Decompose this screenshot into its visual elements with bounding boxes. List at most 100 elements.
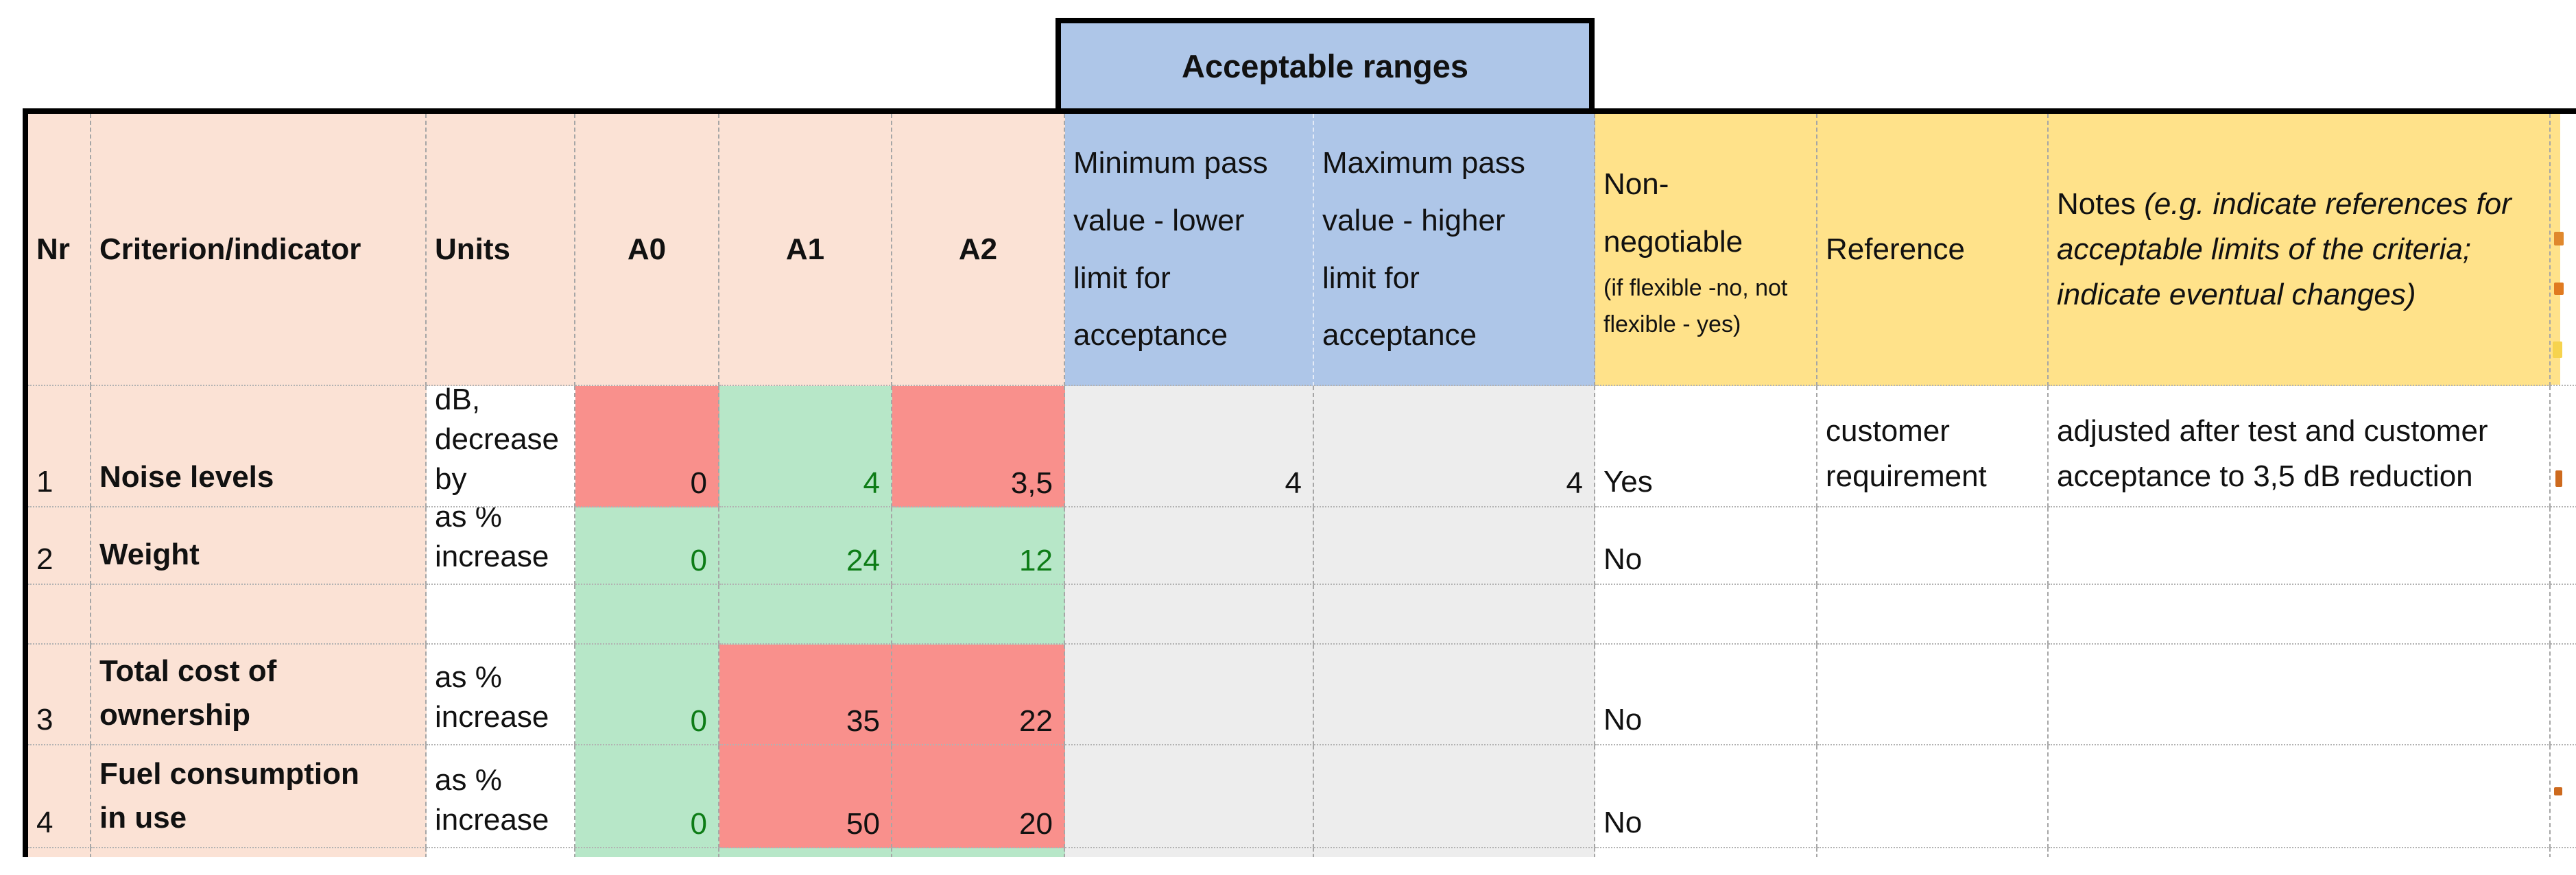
cell-r3-a1[interactable]: 35 bbox=[719, 645, 892, 745]
cell-spacer-a0[interactable] bbox=[575, 585, 719, 645]
cell-r1-reference[interactable]: customer requirement bbox=[1817, 386, 2049, 507]
cell-r2-min-pass[interactable] bbox=[1065, 507, 1314, 585]
clipped-yellow-fill bbox=[2551, 114, 2560, 385]
a2-value: 20 bbox=[1019, 807, 1053, 841]
cell-r4-a1[interactable]: 50 bbox=[719, 745, 892, 848]
cell-spacer-non-negotiable[interactable] bbox=[1595, 585, 1817, 645]
criterion-name: Noise levels bbox=[99, 460, 274, 494]
cell-r1-min-pass[interactable]: 4 bbox=[1065, 386, 1314, 507]
cell-r3-notes[interactable] bbox=[2049, 645, 2551, 745]
header-a2[interactable]: A2 bbox=[892, 114, 1065, 386]
cell-r5-notes[interactable] bbox=[2049, 848, 2551, 857]
cell-r3-units[interactable]: as % increase bbox=[427, 645, 575, 745]
header-a0-label: A0 bbox=[627, 232, 667, 266]
header-criterion[interactable]: Criterion/indicator bbox=[91, 114, 427, 386]
header-a0[interactable]: A0 bbox=[575, 114, 719, 386]
cell-r5-min-pass[interactable] bbox=[1065, 848, 1314, 857]
cell-r2-clipped bbox=[2551, 507, 2576, 585]
cell-r1-criterion[interactable]: Noise levels bbox=[91, 386, 427, 507]
cell-r1-a0[interactable]: 0 bbox=[575, 386, 719, 507]
cell-r4-criterion[interactable]: Fuel consumption in use bbox=[91, 745, 427, 848]
cell-spacer-reference[interactable] bbox=[1817, 585, 2049, 645]
cell-r5-units[interactable] bbox=[427, 848, 575, 857]
cell-r2-reference[interactable] bbox=[1817, 507, 2049, 585]
cell-r3-criterion[interactable]: Total cost of ownership bbox=[91, 645, 427, 745]
cell-r3-reference[interactable] bbox=[1817, 645, 2049, 745]
cell-r1-a2[interactable]: 3,5 bbox=[892, 386, 1065, 507]
cell-r4-max-pass[interactable] bbox=[1314, 745, 1595, 848]
cell-r1-nr[interactable]: 1 bbox=[28, 386, 91, 507]
cell-r5-non-negotiable[interactable] bbox=[1595, 848, 1817, 857]
cell-r4-reference[interactable] bbox=[1817, 745, 2049, 848]
a1-value: 50 bbox=[846, 807, 880, 841]
a0-value: 0 bbox=[690, 704, 707, 738]
cell-r4-units[interactable]: as % increase bbox=[427, 745, 575, 848]
cell-r2-a2[interactable]: 12 bbox=[892, 507, 1065, 585]
cell-r4-notes[interactable] bbox=[2049, 745, 2551, 848]
cell-r3-a2[interactable]: 22 bbox=[892, 645, 1065, 745]
table-row: 2 Weight as % increase 0 24 12 No bbox=[28, 507, 2576, 585]
cell-r5-nr[interactable] bbox=[28, 848, 91, 857]
cell-spacer-max-pass[interactable] bbox=[1314, 585, 1595, 645]
header-reference[interactable]: Reference bbox=[1817, 114, 2049, 386]
cell-r3-a0[interactable]: 0 bbox=[575, 645, 719, 745]
cell-r4-nr[interactable]: 4 bbox=[28, 745, 91, 848]
header-units[interactable]: Units bbox=[427, 114, 575, 386]
header-nr[interactable]: Nr bbox=[28, 114, 91, 386]
cell-r1-max-pass[interactable]: 4 bbox=[1314, 386, 1595, 507]
header-min-pass[interactable]: Minimum pass value - lower limit for acc… bbox=[1065, 114, 1314, 386]
clipped-text-fragment bbox=[2554, 283, 2564, 295]
reference-value: customer requirement bbox=[1826, 414, 1987, 493]
cell-r2-a0[interactable]: 0 bbox=[575, 507, 719, 585]
cell-r2-a1[interactable]: 24 bbox=[719, 507, 892, 585]
clipped-text-fragment bbox=[2554, 787, 2562, 795]
cell-r4-a2[interactable]: 20 bbox=[892, 745, 1065, 848]
cell-r3-nr[interactable]: 3 bbox=[28, 645, 91, 745]
a2-value: 12 bbox=[1019, 544, 1053, 577]
cell-r4-min-pass[interactable] bbox=[1065, 745, 1314, 848]
header-a1[interactable]: A1 bbox=[719, 114, 892, 386]
cell-spacer-units[interactable] bbox=[427, 585, 575, 645]
a1-value: 35 bbox=[846, 704, 880, 738]
cell-r3-non-negotiable[interactable]: No bbox=[1595, 645, 1817, 745]
a0-value: 0 bbox=[690, 807, 707, 841]
cell-r2-max-pass[interactable] bbox=[1314, 507, 1595, 585]
cell-r2-criterion[interactable]: Weight bbox=[91, 507, 427, 585]
table-row: 1 Noise levels dB, decrease by 0 4 3,5 4… bbox=[28, 386, 2576, 507]
cell-r4-non-negotiable[interactable]: No bbox=[1595, 745, 1817, 848]
cell-r1-notes[interactable]: adjusted after test and customer accepta… bbox=[2049, 386, 2551, 507]
cell-spacer-nr[interactable] bbox=[28, 585, 91, 645]
cell-r3-max-pass[interactable] bbox=[1314, 645, 1595, 745]
cell-r5-a0[interactable] bbox=[575, 848, 719, 857]
header-notes[interactable]: Notes (e.g. indicate references for acce… bbox=[2049, 114, 2551, 386]
cell-spacer-min-pass[interactable] bbox=[1065, 585, 1314, 645]
cell-spacer-a2[interactable] bbox=[892, 585, 1065, 645]
cell-r2-non-negotiable[interactable]: No bbox=[1595, 507, 1817, 585]
cell-r5-a2[interactable] bbox=[892, 848, 1065, 857]
cell-r5-criterion[interactable] bbox=[91, 848, 427, 857]
cell-r4-a0[interactable]: 0 bbox=[575, 745, 719, 848]
header-nr-label: Nr bbox=[36, 232, 70, 266]
header-non-negotiable-block: Non-negotiable (if flexible -no, not fle… bbox=[1603, 156, 1805, 343]
cell-r5-reference[interactable] bbox=[1817, 848, 2049, 857]
cell-r1-units[interactable]: dB, decrease by bbox=[427, 386, 575, 507]
cell-r5-max-pass[interactable] bbox=[1314, 848, 1595, 857]
non-negotiable-value: No bbox=[1603, 703, 1643, 736]
cell-r5-a1[interactable] bbox=[719, 848, 892, 857]
cell-spacer-a1[interactable] bbox=[719, 585, 892, 645]
header-non-negotiable[interactable]: Non-negotiable (if flexible -no, not fle… bbox=[1595, 114, 1817, 386]
cell-r2-nr[interactable]: 2 bbox=[28, 507, 91, 585]
header-clipped-column bbox=[2551, 114, 2576, 386]
criterion-name: Weight bbox=[99, 538, 200, 572]
clipped-text-fragment bbox=[2555, 470, 2562, 487]
cell-r3-min-pass[interactable] bbox=[1065, 645, 1314, 745]
cell-r2-units[interactable]: as % increase bbox=[427, 507, 575, 585]
cell-r1-a1[interactable]: 4 bbox=[719, 386, 892, 507]
cell-r1-non-negotiable[interactable]: Yes bbox=[1595, 386, 1817, 507]
cell-spacer-criterion[interactable] bbox=[91, 585, 427, 645]
cell-spacer-notes[interactable] bbox=[2049, 585, 2551, 645]
cell-r2-notes[interactable] bbox=[2049, 507, 2551, 585]
acceptable-ranges-banner-cell[interactable]: Acceptable ranges bbox=[1056, 18, 1595, 114]
header-max-pass[interactable]: Maximum pass value - higher limit for ac… bbox=[1314, 114, 1595, 386]
a1-value: 4 bbox=[863, 466, 880, 500]
